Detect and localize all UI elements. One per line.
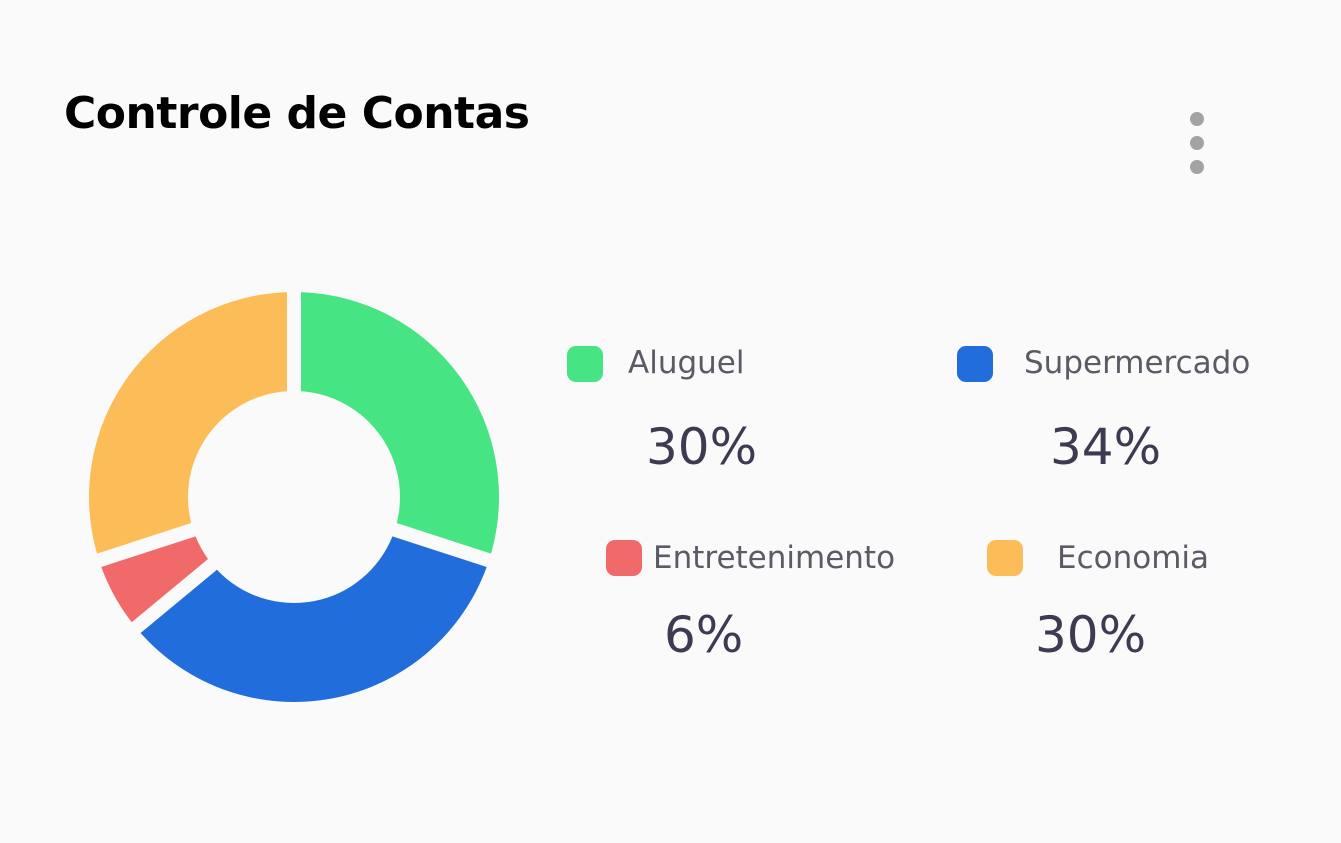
legend-label: Entretenimento — [653, 540, 896, 576]
legend-swatch — [606, 540, 642, 576]
more-vertical-icon — [1190, 112, 1204, 126]
legend-label: Economia — [1057, 540, 1210, 576]
donut-slice-entretenimento[interactable] — [101, 536, 209, 623]
donut-slice-aluguel[interactable] — [300, 292, 499, 554]
legend-label: Supermercado — [1024, 345, 1251, 381]
legend-value: 34% — [1050, 418, 1162, 476]
legend-swatch — [957, 346, 993, 382]
donut-slice-supermercado[interactable] — [140, 536, 487, 702]
legend-value: 30% — [646, 418, 758, 476]
legend-value: 6% — [664, 606, 744, 664]
legend-swatch — [987, 540, 1023, 576]
more-vertical-icon-dot — [1190, 136, 1204, 150]
more-vertical-icon-dot — [1190, 160, 1204, 174]
card-title: Controle de Contas — [64, 88, 530, 139]
donut-slice-economia[interactable] — [89, 292, 288, 554]
more-options-button[interactable] — [1176, 104, 1218, 184]
legend-value: 30% — [1035, 606, 1147, 664]
legend-label: Aluguel — [628, 345, 745, 381]
legend-swatch — [567, 346, 603, 382]
